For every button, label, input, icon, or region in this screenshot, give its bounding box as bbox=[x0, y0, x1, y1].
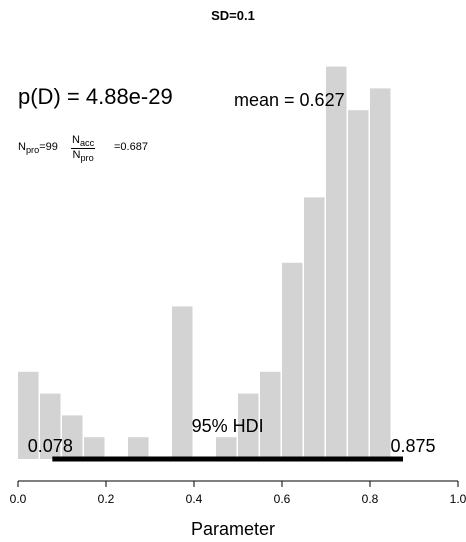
histogram-bar bbox=[216, 437, 237, 459]
npro-text: Npro=99 bbox=[18, 141, 58, 155]
denominator-prefix: N bbox=[72, 149, 81, 162]
histogram-bar bbox=[40, 393, 61, 459]
histogram-bar bbox=[260, 371, 281, 459]
fraction-denominator: Npro bbox=[71, 149, 95, 163]
numerator-sub: acc bbox=[79, 138, 95, 149]
mean-annotation: mean = 0.627 bbox=[234, 90, 345, 110]
x-tick-label: 0.8 bbox=[362, 492, 379, 506]
hdi-low-label: 0.078 bbox=[28, 436, 73, 456]
numerator-prefix: N bbox=[72, 134, 80, 146]
denominator-sub: pro bbox=[80, 153, 94, 164]
chart-title: SD=0.1 bbox=[211, 8, 255, 23]
acceptance-fraction: Nacc Npro bbox=[71, 134, 96, 163]
histogram-bar bbox=[304, 197, 325, 459]
hdi-high-label: 0.875 bbox=[390, 436, 435, 456]
npro-sub: pro bbox=[25, 145, 40, 156]
histogram-bar bbox=[326, 66, 347, 459]
x-axis: 0.0 0.2 0.4 0.6 0.8 1.0 bbox=[10, 480, 466, 506]
hdi-label: 95% HDI bbox=[192, 416, 264, 436]
x-tick-label: 0.0 bbox=[10, 492, 27, 506]
acceptance-ratio-value: =0.687 bbox=[114, 141, 148, 153]
histogram-bar bbox=[172, 306, 193, 459]
npro-prefix: N bbox=[18, 141, 26, 153]
histogram-bar bbox=[282, 262, 303, 459]
x-axis-label: Parameter bbox=[190, 519, 276, 539]
pd-label: p(D) bbox=[18, 84, 61, 109]
histogram-bar bbox=[62, 415, 83, 459]
x-tick-label: 0.2 bbox=[98, 492, 115, 506]
x-axis-ticks: 0.0 0.2 0.4 0.6 0.8 1.0 bbox=[10, 481, 466, 506]
pd-annotation: p(D) = 4.88e-29 bbox=[18, 84, 173, 110]
pd-value: = 4.88e-29 bbox=[66, 84, 173, 109]
x-tick-label: 0.4 bbox=[186, 492, 203, 506]
histogram-bar bbox=[238, 393, 259, 459]
histogram-bar bbox=[128, 437, 149, 459]
histogram-bar bbox=[370, 88, 391, 460]
hdi-group: 95% HDI 0.078 0.875 bbox=[28, 416, 436, 462]
histogram-bar bbox=[84, 437, 105, 459]
histogram-bar bbox=[18, 371, 39, 459]
x-tick-label: 0.6 bbox=[274, 492, 291, 506]
histogram-bar bbox=[348, 110, 369, 459]
npro-value: =99 bbox=[39, 141, 58, 153]
fraction-numerator: Nacc bbox=[71, 134, 96, 150]
x-tick-label: 1.0 bbox=[450, 492, 466, 506]
histogram-bars bbox=[18, 66, 391, 460]
